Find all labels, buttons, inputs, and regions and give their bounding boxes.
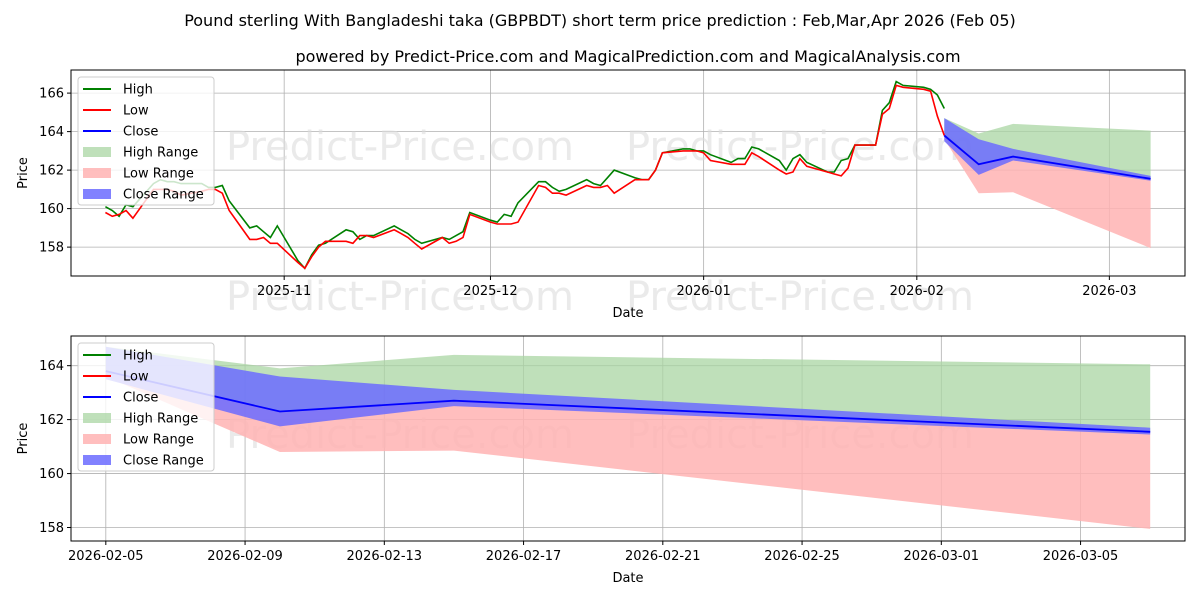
- close-range-band: [944, 118, 1151, 181]
- x-tick-label: 2026-03-01: [904, 549, 980, 564]
- legend-entry-label: Close Range: [123, 454, 204, 469]
- y-tick-label: 160: [39, 467, 64, 482]
- x-tick-label: 2026-02-13: [347, 549, 423, 564]
- legend-entry-label: High Range: [123, 146, 198, 161]
- x-axis-label: Date: [612, 306, 643, 321]
- legend-entry-label: Close Range: [123, 188, 204, 203]
- legend-entry-label: High Range: [123, 412, 198, 427]
- y-tick-label: 164: [39, 125, 64, 140]
- bottom-panel: Predict-Price.comPredict-Price.com2026-0…: [16, 335, 1186, 586]
- legend-entry-label: Close: [123, 125, 158, 140]
- low-line: [105, 84, 946, 270]
- y-axis-label: Price: [16, 157, 31, 189]
- chart-title: Pound sterling With Bangladeshi taka (GB…: [184, 11, 1016, 30]
- axes-frame: [70, 69, 1186, 277]
- x-axis-label: Date: [612, 571, 643, 586]
- legend-box: [77, 342, 215, 472]
- x-tick-label: 2026-01: [676, 284, 730, 299]
- high-range-band: [944, 118, 1151, 179]
- y-tick-label: 160: [39, 202, 64, 217]
- legend-swatch: [83, 413, 111, 423]
- legend: High Low Close High Range Low Range Close Ran…: [77, 76, 215, 206]
- x-tick-label: 2026-02-25: [764, 549, 840, 564]
- legend-entry-label: Low Range: [123, 433, 194, 448]
- legend-box: [77, 76, 215, 206]
- y-tick-label: 162: [39, 413, 64, 428]
- close-range-band: [105, 346, 1151, 435]
- legend-entry-label: Low: [123, 370, 149, 385]
- legend-swatch: [83, 189, 111, 199]
- x-tick-label: 2026-03-05: [1043, 549, 1119, 564]
- legend-entry-label: High: [123, 83, 153, 98]
- close-line: [943, 134, 1151, 180]
- legend-swatch: [83, 147, 111, 157]
- legend-entry-label: Low Range: [123, 167, 194, 182]
- plot-area: [105, 80, 1151, 270]
- legend-entry-label: Close: [123, 391, 158, 406]
- x-tick-label: 2026-02-17: [486, 549, 562, 564]
- legend-swatch: [83, 168, 111, 178]
- y-tick-label: 158: [39, 241, 64, 256]
- legend-swatch: [83, 455, 111, 465]
- y-tick-label: 166: [39, 87, 64, 102]
- x-tick-label: 2026-02-21: [625, 549, 701, 564]
- y-tick-label: 162: [39, 164, 64, 179]
- high-range-band: [105, 346, 1151, 432]
- high-line: [105, 80, 946, 270]
- watermark-text: Predict-Price.com: [226, 274, 574, 320]
- watermarks: Predict-Price.com Predict-Price.com Predic…: [226, 124, 974, 320]
- x-tick-label: 2026-02-09: [207, 549, 283, 564]
- y-tick-label: 158: [39, 521, 64, 536]
- legend-entry-label: High: [123, 349, 153, 364]
- legend-swatch: [83, 434, 111, 444]
- chart-subtitle: powered by Predict-Price.com and Magical…: [295, 47, 960, 66]
- legend-entry-label: Low: [123, 104, 149, 119]
- x-tick-label: 2025-11: [257, 284, 311, 299]
- legend: High Low Close High Range Low Range Close Ran…: [77, 342, 215, 472]
- x-tick-label: 2026-02: [890, 284, 944, 299]
- x-tick-label: 2026-03: [1082, 284, 1136, 299]
- watermark-text: Predict-Price.com: [626, 274, 974, 320]
- watermark-text: Predict-Price.com: [626, 124, 974, 170]
- x-tick-label: 2026-02-05: [68, 549, 144, 564]
- axes-frame: [70, 335, 1186, 542]
- top-panel: Predict-Price.com Predict-Price.com Predic…: [16, 69, 1186, 321]
- axis-ticks: 2025-11 2025-12 2026-01 2026-02 2026-03 158 16…: [39, 87, 1136, 299]
- y-axis-label: Price: [16, 423, 31, 455]
- watermark-text: Predict-Price.com: [226, 124, 574, 170]
- x-tick-label: 2025-12: [463, 284, 517, 299]
- axis-ticks: 2026-02-05 2026-02-09 2026-02-13 2026-02-17…: [39, 359, 1118, 564]
- plot-area: [105, 346, 1151, 529]
- y-tick-label: 164: [39, 359, 64, 374]
